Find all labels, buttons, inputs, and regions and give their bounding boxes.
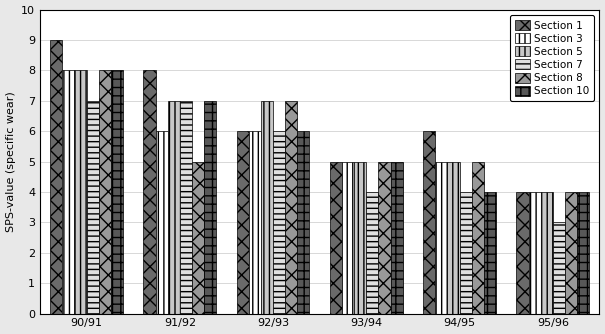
Bar (74, 70, 87, 314)
Bar (87, 101, 99, 314)
Bar (529, 192, 541, 314)
Bar (424, 131, 436, 314)
Bar (367, 192, 379, 314)
Bar (273, 131, 285, 314)
Bar (472, 162, 484, 314)
Bar (99, 70, 111, 314)
Bar (62, 70, 74, 314)
Bar (541, 192, 553, 314)
Bar (517, 192, 529, 314)
Bar (143, 70, 155, 314)
Bar (297, 131, 309, 314)
Y-axis label: SPS-value (specific wear): SPS-value (specific wear) (5, 91, 16, 232)
Bar (237, 131, 249, 314)
Bar (448, 162, 460, 314)
Bar (330, 162, 342, 314)
Bar (111, 70, 123, 314)
Bar (285, 101, 297, 314)
Bar (155, 131, 168, 314)
Legend: Section 1, Section 3, Section 5, Section 7, Section 8, Section 10: Section 1, Section 3, Section 5, Section… (510, 15, 594, 102)
Bar (50, 40, 62, 314)
Bar (460, 192, 472, 314)
Bar (354, 162, 367, 314)
Bar (261, 101, 273, 314)
Bar (484, 192, 496, 314)
Bar (577, 192, 589, 314)
Bar (565, 192, 577, 314)
Bar (379, 162, 391, 314)
Bar (192, 162, 204, 314)
Bar (391, 162, 403, 314)
Bar (553, 222, 565, 314)
Bar (204, 101, 216, 314)
Bar (436, 162, 448, 314)
Bar (342, 162, 354, 314)
Bar (249, 131, 261, 314)
Bar (180, 101, 192, 314)
Bar (168, 101, 180, 314)
